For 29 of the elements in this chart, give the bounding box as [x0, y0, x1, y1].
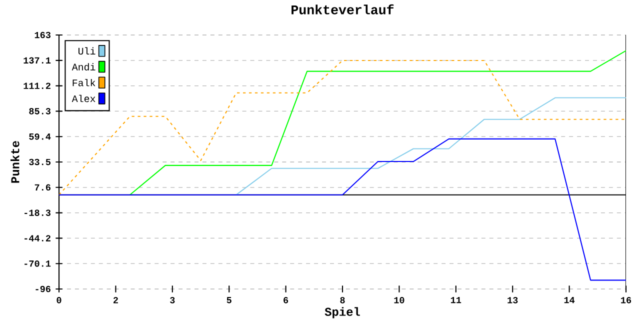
x-tick-label: 13 — [508, 297, 518, 304]
x-tick-label: 14 — [564, 297, 575, 304]
y-axis-title: Punkte — [10, 141, 20, 183]
x-tick-label: 3 — [170, 297, 175, 304]
y-tick-label: 85.3 — [29, 108, 51, 114]
x-tick-label: 16 — [621, 297, 632, 304]
y-tick-label: -70.1 — [24, 260, 51, 267]
y-tick-label: -18.3 — [24, 210, 51, 216]
x-tick-label: 0 — [56, 297, 62, 304]
legend-label: Falk — [72, 78, 96, 86]
x-tick-label: 2 — [113, 297, 118, 304]
x-tick-label: 6 — [284, 297, 288, 304]
y-tick-label: 163 — [34, 32, 51, 38]
x-tick-label: 10 — [394, 297, 404, 304]
x-tick-label: 5 — [226, 297, 232, 304]
y-tick-label: -96 — [36, 286, 50, 292]
y-tick-label: 33.5 — [29, 158, 51, 166]
chart-title: Punkteverlauf — [292, 4, 394, 14]
y-tick-label: 7.6 — [34, 184, 50, 191]
y-tick-label: -44.2 — [24, 235, 50, 242]
x-tick-label: 11 — [450, 297, 462, 304]
y-tick-label: 59.4 — [29, 133, 51, 140]
y-tick-label: 137.1 — [24, 57, 51, 64]
x-axis-title: Spiel — [324, 307, 360, 318]
legend-label: Alex — [72, 94, 96, 102]
legend-label: Andi — [72, 63, 96, 70]
y-tick-label: 111.2 — [24, 82, 50, 89]
x-tick-label: 8 — [340, 297, 345, 304]
legend-label: Uli — [78, 47, 96, 55]
